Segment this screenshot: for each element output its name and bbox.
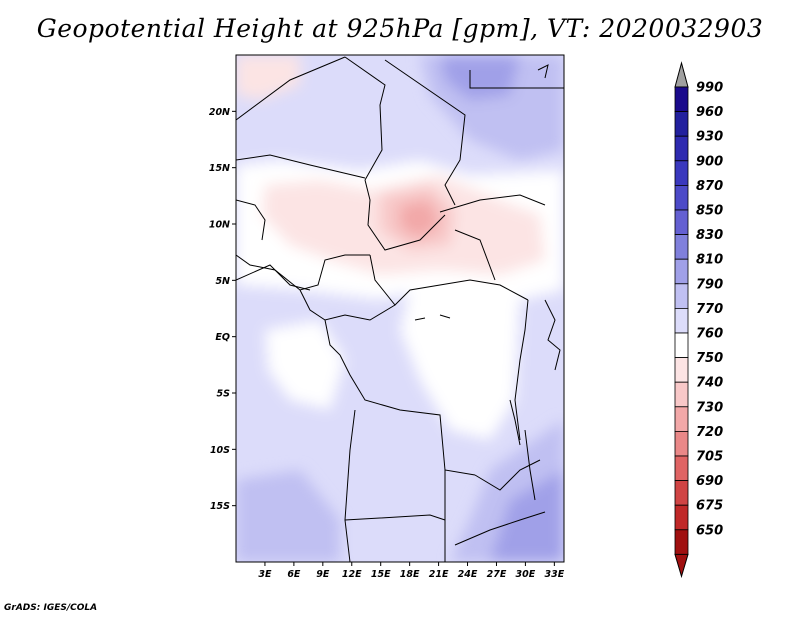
colorbar-level-label: 770 [696, 302, 723, 317]
border-angola-coast [344, 409, 356, 562]
lat-tick-label: 5N [215, 276, 230, 287]
colorbar-level-label: 900 [696, 154, 723, 169]
colorbar-level-label: 850 [696, 204, 723, 219]
colorbar-swatch [674, 234, 689, 260]
colorbar: 990 960 930 900 870 850 830 810 790 770 760 750 740 7… [674, 61, 723, 579]
lat-tick-label: 10N [209, 220, 230, 231]
colorbar-top-arrow [674, 61, 689, 88]
border-egypt-sudan [469, 70, 564, 89]
border-congo-angola [324, 319, 476, 476]
colorbar-level-label: 990 [696, 81, 723, 96]
colorbar-level-label: 720 [696, 425, 723, 440]
colorbar-swatch [674, 406, 689, 432]
border-car-drc [369, 254, 529, 306]
colorbar-swatch [674, 111, 689, 137]
country-borders [236, 56, 564, 562]
colorbar-swatch [674, 332, 689, 359]
river-fragment [414, 314, 451, 321]
colorbar-level-label: 650 [696, 523, 723, 538]
colorbar-swatch [674, 283, 689, 309]
colorbar-swatch [674, 184, 689, 211]
colorbar-swatch [674, 209, 689, 236]
border-libya-niger [344, 56, 386, 181]
lon-tick-label: 9E [316, 569, 330, 580]
colorbar-bottom-arrow [674, 553, 689, 579]
colorbar-level-label: 760 [696, 327, 723, 342]
border-zambia-drc [474, 459, 541, 491]
chart-title: Geopotential Height at 925hPa [gpm], VT:… [36, 14, 764, 43]
lon-tick-label: 3E [258, 569, 272, 580]
colorbar-level-label: 690 [696, 474, 723, 489]
lon-tick-label: 12E [342, 569, 362, 580]
border-chad-car [364, 179, 446, 251]
colorbar-level-label: 740 [696, 376, 723, 391]
field-pink-nw [236, 55, 300, 100]
lat-tick-label: 15S [210, 501, 230, 512]
colorbar-swatch [674, 357, 689, 383]
latitude-axis: 20N 15N 10N 5N EQ 5S 10S 15S [209, 107, 236, 512]
field-pink-max [400, 200, 440, 238]
border-southsudan [454, 229, 496, 281]
lake-victoria-shore [544, 299, 561, 371]
colorbar-level-label: 730 [696, 400, 723, 415]
colorbar-swatch [674, 307, 689, 334]
lon-tick-label: 27E [487, 569, 507, 580]
lon-tick-label: 33E [544, 569, 564, 580]
border-chad-libya-sudan [384, 59, 466, 206]
border-algeria-mali [236, 56, 346, 121]
field-white-congo [400, 280, 520, 440]
field-white-gulf [265, 320, 345, 410]
border-zimbabwe [454, 511, 546, 546]
colorbar-swatch [674, 135, 689, 162]
colorbar-level-label: 790 [696, 277, 723, 292]
lat-tick-label: 20N [209, 107, 230, 118]
border-malawi [524, 429, 536, 501]
colorbar-swatch [674, 381, 689, 408]
coast-gulf-guinea [236, 264, 311, 291]
border-sudan-south [439, 194, 546, 213]
colorbar-level-label: 830 [696, 228, 723, 243]
border-nigeria-cameroon [236, 254, 370, 291]
lon-tick-label: 6E [287, 569, 301, 580]
colorbar-level-label: 675 [696, 499, 723, 514]
colorbar-swatch [674, 504, 689, 531]
colorbar-level-label: 930 [696, 130, 723, 145]
coast-red-sea [537, 64, 549, 79]
lon-tick-label: 30E [516, 569, 536, 580]
colorbar-level-label: 750 [696, 351, 723, 366]
border-angola-namibia [344, 514, 446, 521]
field-blue-sw [236, 470, 340, 562]
lon-tick-label: 15E [371, 569, 391, 580]
colorbar-swatch [674, 160, 689, 186]
lat-tick-label: 15N [209, 163, 230, 174]
lon-tick-label: 21E [429, 569, 449, 580]
colorbar-swatch [674, 529, 689, 555]
colorbar-swatch [674, 86, 689, 113]
grads-credit: GrADS: IGES/COLA [4, 603, 98, 613]
colorbar-swatch [674, 430, 689, 457]
border-mali-niger [236, 154, 366, 179]
height-field [236, 55, 564, 562]
border-cameroon-congo [299, 289, 396, 321]
lake-tanganyika [509, 399, 521, 446]
colorbar-level-label: 870 [696, 179, 723, 194]
lat-tick-label: EQ [215, 332, 230, 343]
colorbar-swatch [674, 455, 689, 482]
colorbar-swatch [674, 480, 689, 506]
longitude-axis: 3E 6E 9E 12E 15E 18E 21E 24E 27E 30E 33E [258, 562, 565, 580]
colorbar-level-label: 705 [696, 450, 723, 465]
coast-west-africa [236, 199, 266, 241]
field-blue-ne-core [440, 55, 520, 100]
lat-tick-label: 10S [210, 445, 230, 456]
colorbar-swatch [674, 258, 689, 285]
lon-tick-label: 24E [458, 569, 478, 580]
map-frame [235, 54, 565, 563]
colorbar-level-label: 960 [696, 105, 723, 120]
colorbar-level-label: 810 [696, 253, 723, 268]
lat-tick-label: 5S [217, 389, 231, 400]
lon-tick-label: 18E [400, 569, 420, 580]
border-drc-east [514, 299, 529, 441]
field-blue-se-core [490, 470, 564, 562]
